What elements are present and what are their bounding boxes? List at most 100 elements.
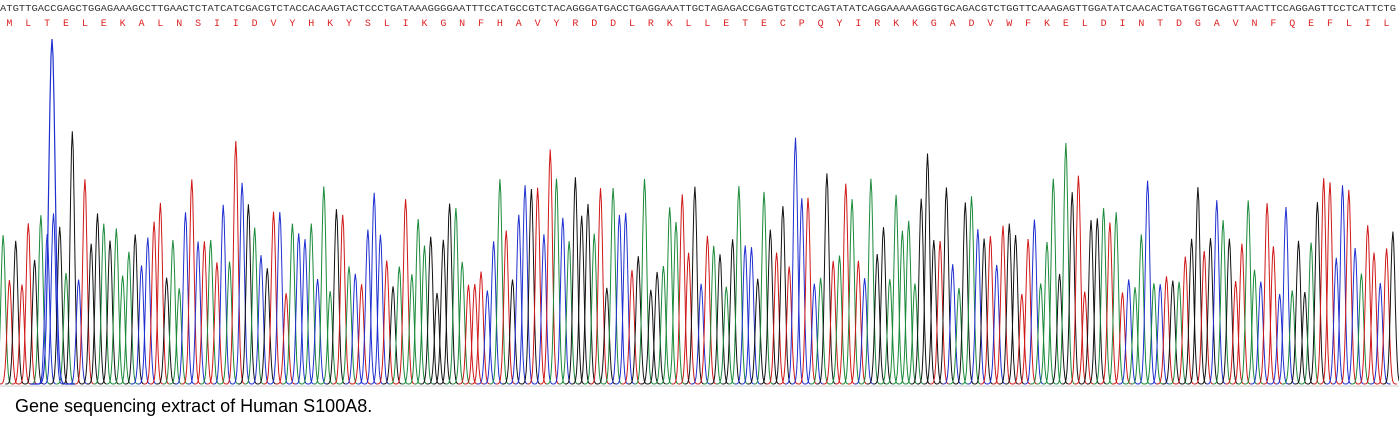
trace-peak xyxy=(1344,247,1366,385)
trace-peak xyxy=(30,38,75,385)
trace-peak xyxy=(1351,273,1372,385)
trace-peak xyxy=(508,214,530,385)
amino-acid: V xyxy=(987,19,993,30)
amino-acid: N xyxy=(176,19,182,30)
trace-peak xyxy=(1130,234,1152,385)
trace-peak xyxy=(1086,218,1108,385)
trace-peak xyxy=(665,222,687,385)
trace-peak xyxy=(30,215,52,385)
trace-peak xyxy=(1149,284,1171,385)
amino-acid: D xyxy=(1176,19,1182,30)
trace-peak xyxy=(678,252,699,385)
amino-acid: E xyxy=(101,19,107,30)
trace-peak xyxy=(1256,203,1278,385)
trace xyxy=(0,38,1399,385)
trace-peak xyxy=(1376,248,1397,385)
trace-peak xyxy=(376,260,398,385)
trace-peak xyxy=(527,187,548,385)
trace-peak xyxy=(866,253,888,385)
trace-peak xyxy=(87,213,108,385)
trace-peak xyxy=(785,137,806,385)
amino-acid: E xyxy=(63,19,69,30)
trace-peak xyxy=(1325,257,1347,385)
amino-acid: I xyxy=(233,19,239,30)
trace-peak xyxy=(313,186,335,385)
trace-peak xyxy=(533,234,555,385)
trace-peak xyxy=(502,279,523,385)
trace-peak xyxy=(420,236,442,385)
amino-acid: D xyxy=(252,19,258,30)
trace-peak xyxy=(910,198,932,385)
trace-peak xyxy=(470,271,492,385)
amino-acid: Q xyxy=(1289,19,1295,30)
amino-acid: G xyxy=(1195,19,1201,30)
trace-peak xyxy=(1162,280,1184,385)
trace-peak xyxy=(772,206,794,385)
amino-acid: L xyxy=(686,19,692,30)
trace-peak xyxy=(709,254,731,385)
trace-peak xyxy=(1093,208,1114,385)
trace-peak xyxy=(338,266,360,385)
trace-peak xyxy=(753,191,775,385)
trace-peak xyxy=(1338,189,1360,385)
trace-peak xyxy=(659,207,681,385)
trace-peak xyxy=(219,261,240,385)
trace-peak xyxy=(200,239,221,385)
trace-peak xyxy=(206,262,228,385)
amino-acid: I xyxy=(214,19,220,30)
amino-acid: H xyxy=(308,19,314,30)
trace-peak xyxy=(653,266,674,385)
amino-acid: L xyxy=(704,19,710,30)
amino-acid: E xyxy=(723,19,729,30)
amino-acid: K xyxy=(893,19,899,30)
trace-peak xyxy=(1112,292,1133,385)
trace-peak xyxy=(804,283,825,385)
amino-acid: Y xyxy=(836,19,842,30)
trace-peak xyxy=(175,212,196,385)
trace-peak xyxy=(1156,276,1177,385)
trace-peak xyxy=(892,230,913,385)
trace-peak xyxy=(734,245,756,385)
trace-peak xyxy=(1055,142,1077,385)
trace-peak xyxy=(1313,178,1335,385)
trace-peak xyxy=(137,237,159,385)
trace-peak xyxy=(432,239,454,385)
amino-acid: K xyxy=(120,19,126,30)
amino-acid: H xyxy=(497,19,503,30)
trace-peak xyxy=(1332,185,1353,385)
amino-acid: N xyxy=(459,19,465,30)
trace-peak xyxy=(395,199,416,385)
trace-peak xyxy=(1193,251,1215,385)
trace-peak xyxy=(973,238,995,385)
amino-acid: N xyxy=(1252,19,1258,30)
trace-peak xyxy=(917,153,938,385)
amino-acid: V xyxy=(271,19,277,30)
trace-peak xyxy=(1212,220,1234,385)
trace-peak xyxy=(703,245,725,385)
trace-peak xyxy=(269,211,291,385)
amino-acid: K xyxy=(327,19,333,30)
trace-peak xyxy=(1231,243,1253,385)
trace-peak xyxy=(577,203,599,385)
amino-acid: L xyxy=(629,19,635,30)
trace-peak xyxy=(238,204,259,385)
amino-acid: I xyxy=(1119,19,1125,30)
amino-acid: G xyxy=(931,19,937,30)
trace-peak xyxy=(646,271,668,385)
trace-peak xyxy=(552,217,574,385)
amino-acid: K xyxy=(667,19,673,30)
amino-acid: L xyxy=(1346,19,1352,30)
trace-area xyxy=(0,0,1399,388)
trace-peak xyxy=(904,283,926,385)
trace-peak xyxy=(112,275,133,385)
amino-acid: D xyxy=(610,19,616,30)
trace-peak xyxy=(1269,293,1290,385)
trace-peak xyxy=(1225,281,1246,385)
trace-peak xyxy=(263,211,284,385)
trace-peak xyxy=(5,240,27,385)
trace-peak xyxy=(1250,281,1272,385)
trace-peak xyxy=(187,241,209,385)
trace-peak xyxy=(445,207,467,385)
trace-peak xyxy=(1319,182,1341,385)
